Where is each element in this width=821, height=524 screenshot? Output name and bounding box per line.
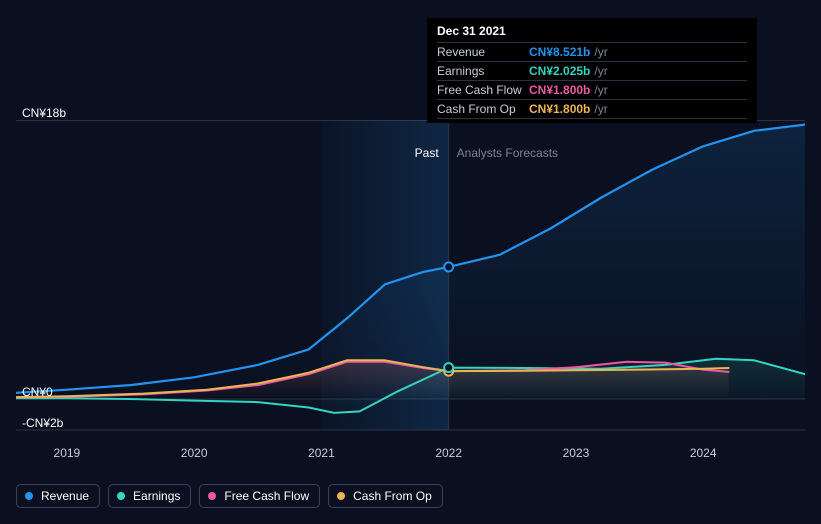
zone-label-forecast: Analysts Forecasts — [457, 146, 558, 160]
tooltip-row-cash-from-op: Cash From OpCN¥1.800b/yr — [437, 100, 747, 119]
tooltip-unit: /yr — [594, 101, 607, 117]
tooltip-value: CN¥2.025b — [529, 63, 590, 79]
x-axis-label: 2019 — [54, 446, 81, 460]
x-axis-label: 2023 — [563, 446, 590, 460]
chart-legend: Revenue Earnings Free Cash Flow Cash From O… — [16, 484, 443, 508]
legend-label: Revenue — [41, 489, 89, 503]
legend-item-revenue[interactable]: Revenue — [16, 484, 100, 508]
tooltip-row-revenue: RevenueCN¥8.521b/yr — [437, 43, 747, 62]
chart-svg — [16, 120, 805, 460]
tooltip-value: CN¥8.521b — [529, 44, 590, 60]
tooltip-label: Earnings — [437, 63, 529, 79]
marker-earnings — [444, 363, 453, 372]
tooltip-label: Revenue — [437, 44, 529, 60]
legend-item-cfo[interactable]: Cash From Op — [328, 484, 443, 508]
zone-label-past: Past — [415, 146, 439, 160]
tooltip-label: Cash From Op — [437, 101, 529, 117]
marker-revenue — [444, 262, 453, 271]
legend-dot-icon — [117, 492, 125, 500]
legend-dot-icon — [337, 492, 345, 500]
tooltip-unit: /yr — [594, 82, 607, 98]
x-axis-label: 2020 — [181, 446, 208, 460]
legend-dot-icon — [208, 492, 216, 500]
x-axis-label: 2021 — [308, 446, 335, 460]
tooltip-unit: /yr — [594, 63, 607, 79]
legend-label: Earnings — [133, 489, 180, 503]
chart-tooltip: Dec 31 2021 RevenueCN¥8.521b/yrEarningsC… — [427, 18, 757, 123]
tooltip-unit: /yr — [594, 44, 607, 60]
legend-label: Free Cash Flow — [224, 489, 309, 503]
legend-item-fcf[interactable]: Free Cash Flow — [199, 484, 320, 508]
tooltip-row-earnings: EarningsCN¥2.025b/yr — [437, 62, 747, 81]
tooltip-value: CN¥1.800b — [529, 101, 590, 117]
financials-chart: CN¥18bCN¥0-CN¥2b 20192020202120222023202… — [16, 120, 805, 460]
x-axis-label: 2022 — [435, 446, 462, 460]
legend-label: Cash From Op — [353, 489, 432, 503]
x-axis-label: 2024 — [690, 446, 717, 460]
tooltip-row-free-cash-flow: Free Cash FlowCN¥1.800b/yr — [437, 81, 747, 100]
legend-item-earnings[interactable]: Earnings — [108, 484, 191, 508]
tooltip-date: Dec 31 2021 — [437, 24, 747, 43]
tooltip-value: CN¥1.800b — [529, 82, 590, 98]
legend-dot-icon — [25, 492, 33, 500]
tooltip-label: Free Cash Flow — [437, 82, 529, 98]
